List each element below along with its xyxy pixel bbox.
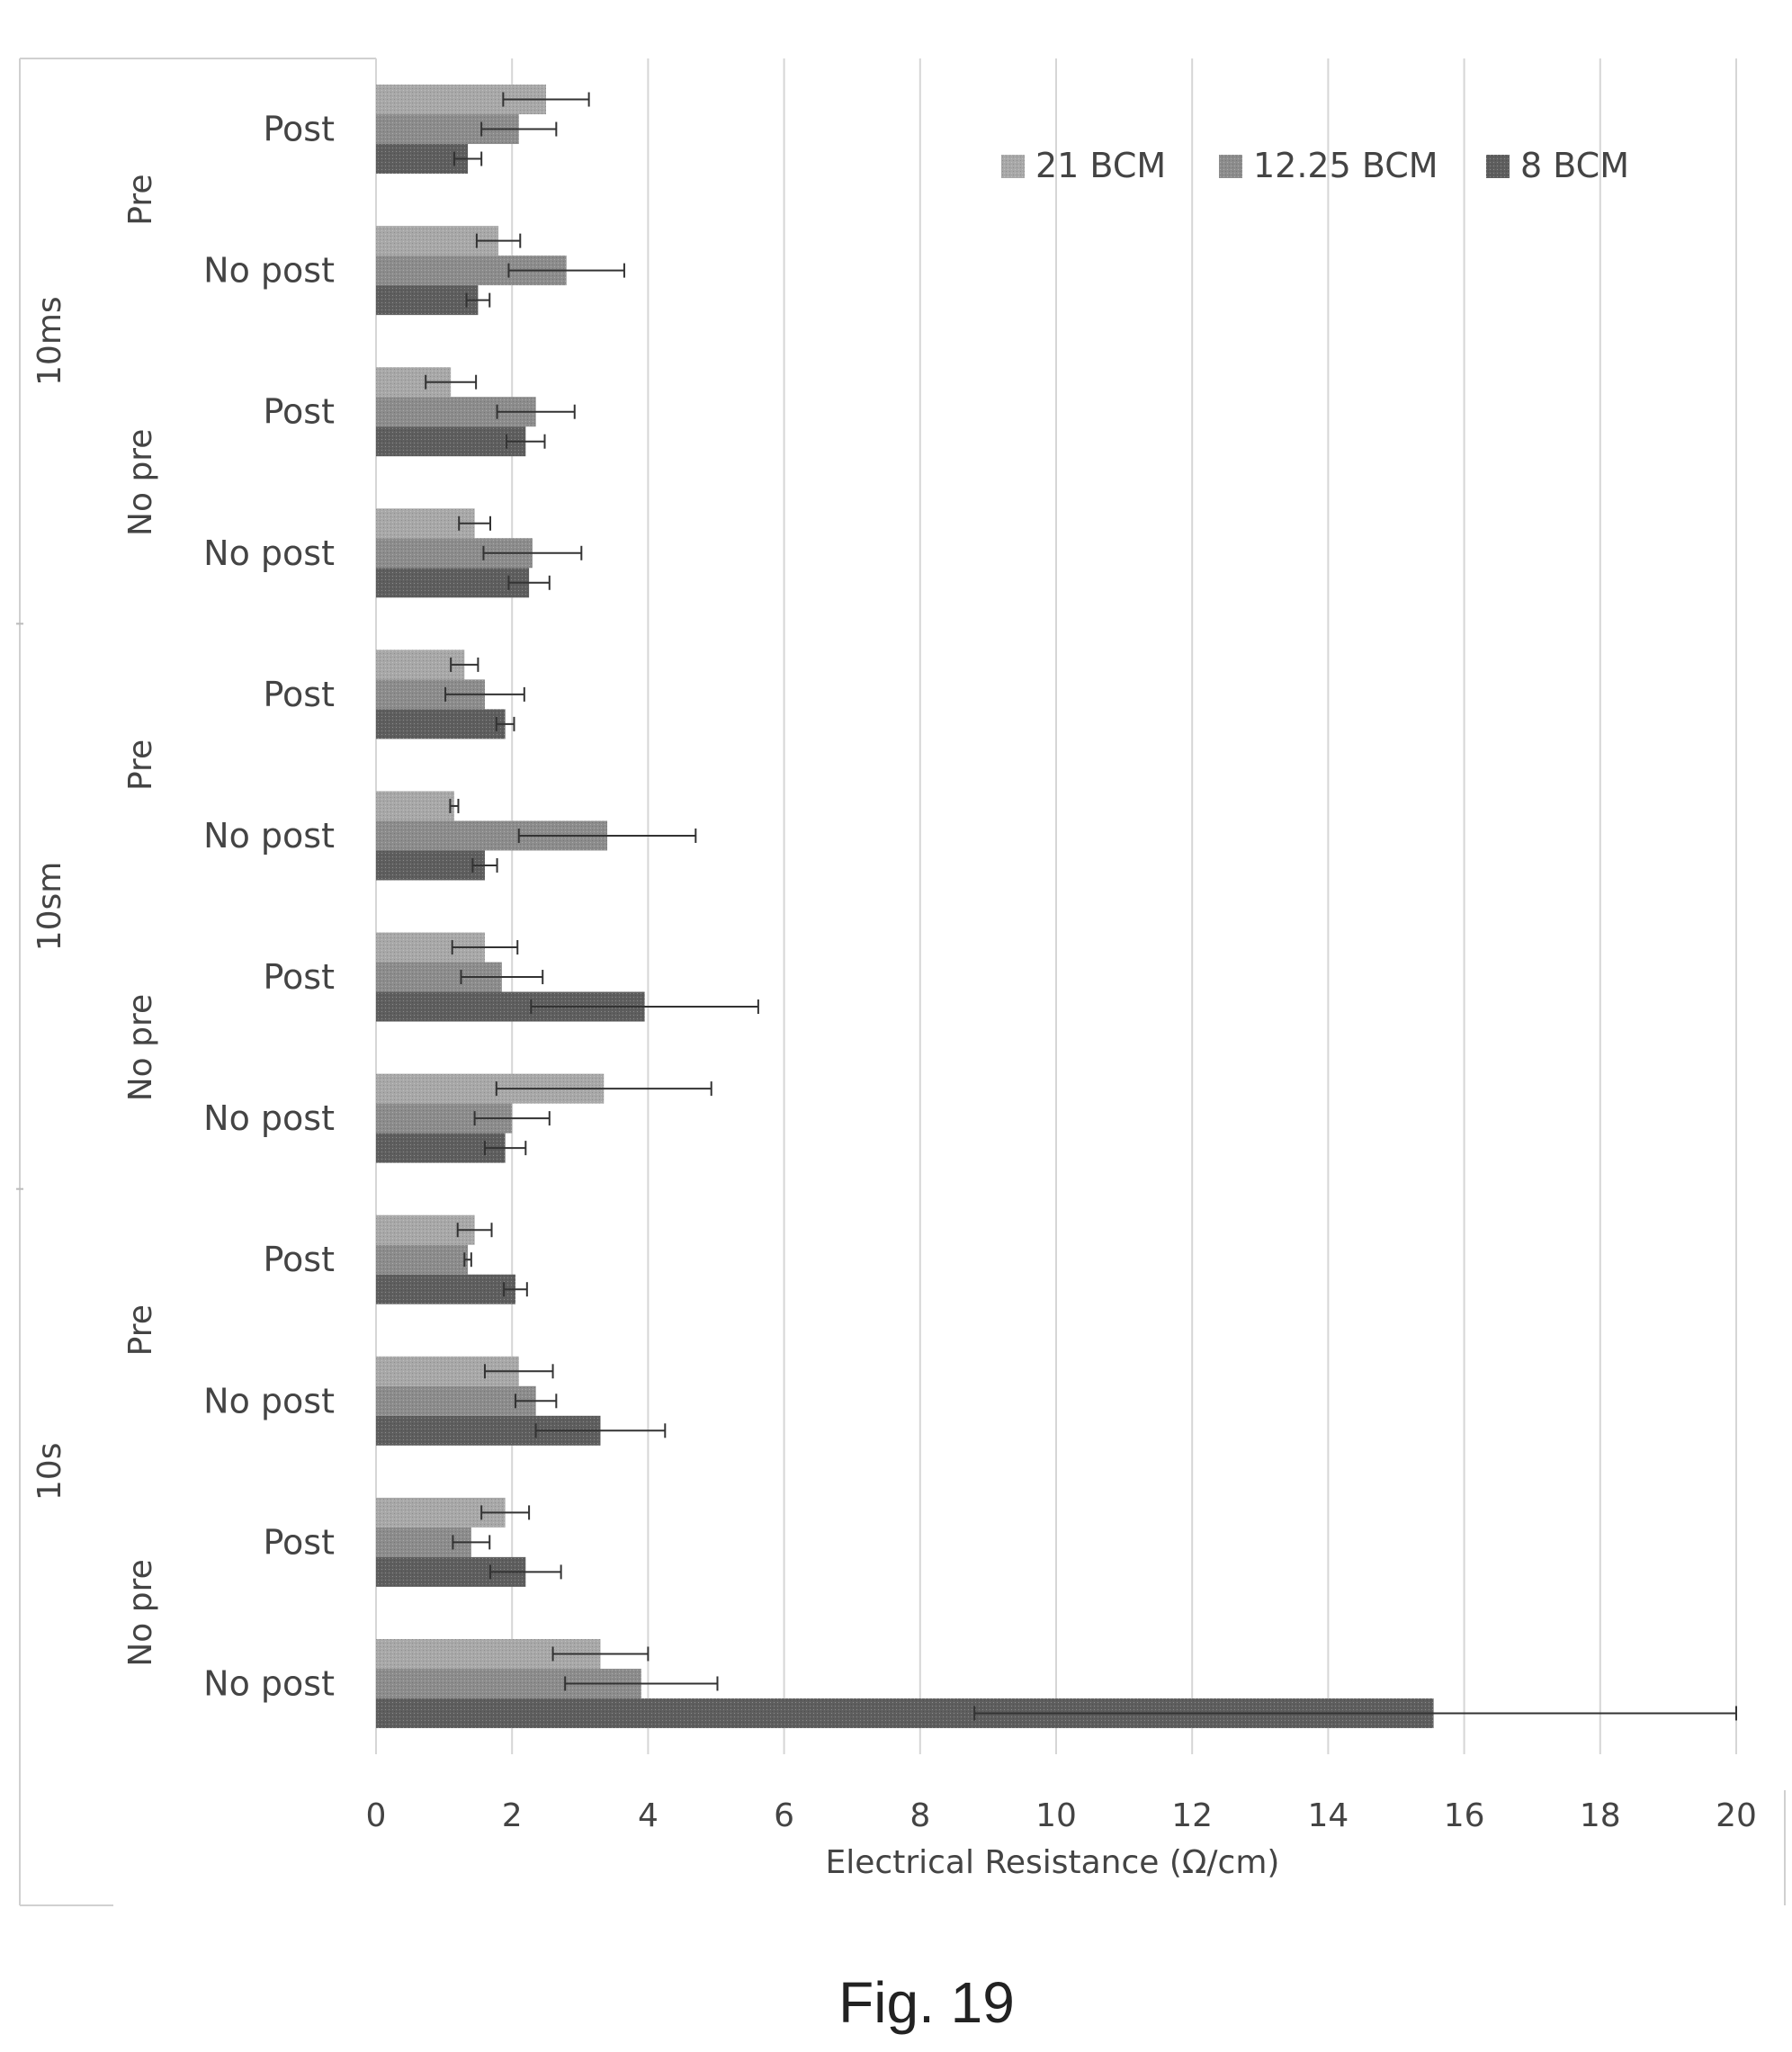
x-tick-label: 4	[638, 1797, 659, 1834]
bar-texture	[376, 1385, 536, 1416]
bar-texture	[376, 650, 465, 680]
row-label: Post	[263, 1240, 335, 1279]
x-tick-label: 6	[774, 1797, 794, 1834]
x-axis-ticks: 0 2 4 6 8 10 12 14 16 18 20	[366, 1797, 1757, 1834]
subgroup-label: No pre	[122, 429, 159, 536]
bar-texture	[376, 709, 506, 739]
bar-texture	[376, 426, 526, 457]
bar-texture	[376, 285, 479, 316]
subgroup-label: No pre	[122, 1559, 159, 1666]
legend-swatch-texture	[1001, 155, 1025, 178]
group-label: 10s	[31, 1443, 68, 1501]
legend-label: 21 BCM	[1035, 146, 1166, 185]
legend-swatch-texture	[1219, 155, 1242, 178]
group-label: 10ms	[31, 296, 68, 386]
subgroup-label: Pre	[122, 174, 159, 225]
legend-label: 12.25 BCM	[1253, 146, 1438, 185]
figure-caption: Fig. 19	[838, 1970, 1015, 2035]
bars	[376, 85, 1434, 1728]
row-label: No post	[203, 533, 335, 573]
row-label: Post	[263, 957, 335, 997]
x-tick-label: 0	[366, 1797, 387, 1834]
bar-texture	[376, 1133, 506, 1163]
row-label: Post	[263, 110, 335, 149]
row-label: No post	[203, 1098, 335, 1138]
subgroup-label: No pre	[122, 994, 159, 1101]
x-axis-title: Electrical Resistance (Ω/cm)	[826, 1844, 1280, 1881]
category-labels: Post No post Pre Post No post No pre 10ms Post N…	[31, 110, 335, 1704]
row-label: Post	[263, 392, 335, 432]
x-tick-label: 8	[909, 1797, 930, 1834]
gridlines	[375, 58, 1737, 1754]
x-tick-label: 2	[502, 1797, 523, 1834]
error-bars	[425, 92, 1737, 1721]
legend-label: 8 BCM	[1520, 146, 1629, 185]
legend: 21 BCM 12.25 BCM 8 BCM	[1001, 146, 1629, 185]
bar-texture	[376, 568, 530, 598]
x-tick-label: 16	[1444, 1797, 1485, 1834]
bar-texture	[376, 850, 485, 881]
x-tick-label: 18	[1580, 1797, 1621, 1834]
chart-frame	[16, 58, 1786, 1906]
subgroup-label: Pre	[122, 1304, 159, 1356]
x-tick-label: 14	[1307, 1797, 1348, 1834]
bar-texture	[376, 144, 469, 175]
legend-swatch-texture	[1486, 155, 1510, 178]
bar-texture	[376, 791, 454, 821]
x-tick-label: 10	[1035, 1797, 1077, 1834]
row-label: Post	[263, 1522, 335, 1562]
x-tick-label: 20	[1716, 1797, 1757, 1834]
subgroup-label: Pre	[122, 739, 159, 791]
bar-texture	[376, 1274, 515, 1304]
row-label: No post	[203, 251, 335, 291]
x-tick-label: 12	[1171, 1797, 1213, 1834]
row-label: No post	[203, 816, 335, 856]
row-label: No post	[203, 1381, 335, 1420]
row-label: No post	[203, 1663, 335, 1703]
group-label: 10sm	[31, 862, 68, 952]
bar-texture	[376, 1244, 469, 1275]
row-label: Post	[263, 675, 335, 714]
